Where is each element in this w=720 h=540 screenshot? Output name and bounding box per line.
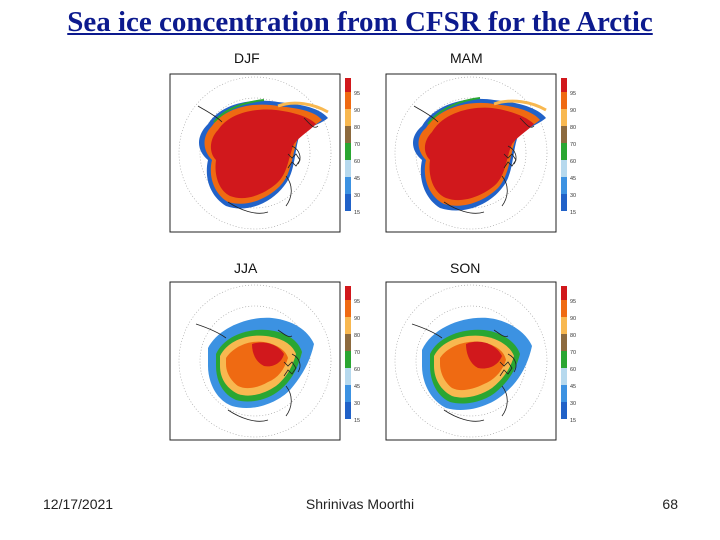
colorbar-label: 45: [570, 384, 576, 390]
colorbar-label: 15: [354, 418, 360, 424]
colorbar-label: 30: [570, 401, 576, 407]
season-label: MAM: [450, 50, 483, 66]
colorbar-label: 15: [570, 210, 576, 216]
colorbar-label: 15: [570, 418, 576, 424]
colorbar-label: 90: [570, 108, 576, 114]
colorbar-label: 15: [354, 210, 360, 216]
slide-title: Sea ice concentration from CFSR for the …: [67, 6, 653, 38]
colorbar-label: 80: [570, 333, 576, 339]
map-panel-mam: MAM 95 90 80 70 60: [384, 46, 584, 242]
colorbar-label: 80: [354, 125, 360, 131]
colorbar: 95 90 80 70 60 45 30 15: [561, 286, 576, 424]
colorbar-label: 45: [570, 176, 576, 182]
colorbar: 95 90 80 70 60 45 30 15: [345, 286, 360, 424]
colorbar-label: 70: [354, 142, 360, 148]
footer-author: Shrinivas Moorthi: [305, 496, 415, 512]
colorbar-label: 90: [354, 316, 360, 322]
colorbar-label: 30: [354, 401, 360, 407]
colorbar-label: 60: [354, 159, 360, 165]
map-panel-djf: DJF 95 90 80 70: [168, 46, 368, 242]
colorbar-label: 70: [570, 142, 576, 148]
map-panel-son: SON 95 90 80 70 60: [384, 258, 584, 454]
map-panel-jja: JJA 95 90 80 70 60: [168, 258, 368, 454]
colorbar-label: 60: [354, 367, 360, 373]
colorbar-label: 95: [570, 91, 576, 97]
colorbar-label: 70: [570, 350, 576, 356]
colorbar-label: 90: [570, 316, 576, 322]
colorbar: 95 90 80 70 60 45 30 15: [561, 78, 576, 216]
colorbar-label: 80: [570, 125, 576, 131]
colorbar-label: 30: [570, 193, 576, 199]
season-label: JJA: [234, 260, 258, 276]
season-label: DJF: [234, 50, 260, 66]
colorbar-label: 30: [354, 193, 360, 199]
season-label: SON: [450, 260, 480, 276]
colorbar-label: 60: [570, 367, 576, 373]
colorbar-label: 95: [570, 299, 576, 305]
colorbar-label: 80: [354, 333, 360, 339]
colorbar-label: 95: [354, 299, 360, 305]
footer-date: 12/17/2021: [43, 496, 114, 512]
colorbar: 95 90 80 70 60 45 30 15: [345, 78, 360, 216]
colorbar-label: 45: [354, 384, 360, 390]
page-number: 68: [662, 496, 678, 512]
colorbar-label: 60: [570, 159, 576, 165]
colorbar-label: 70: [354, 350, 360, 356]
colorbar-label: 95: [354, 91, 360, 97]
colorbar-label: 90: [354, 108, 360, 114]
colorbar-label: 45: [354, 176, 360, 182]
